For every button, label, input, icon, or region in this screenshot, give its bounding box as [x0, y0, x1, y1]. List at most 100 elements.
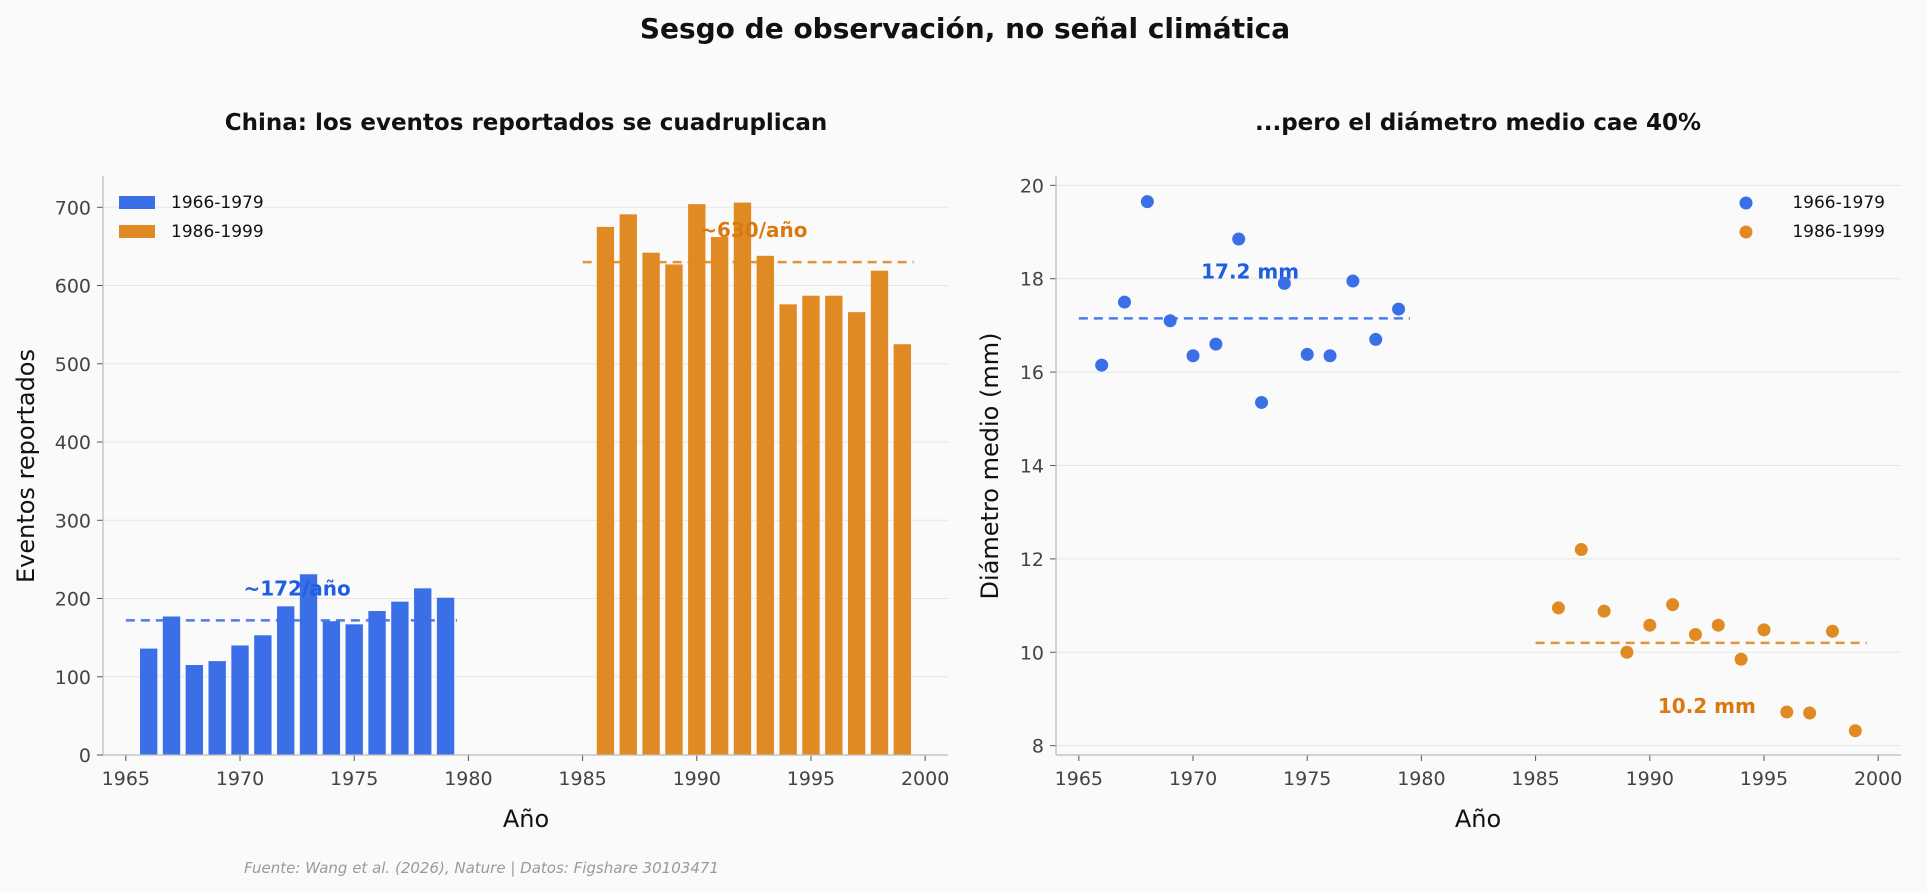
panel-right-xlabel: Año	[1455, 805, 1501, 833]
left-bar	[414, 588, 432, 755]
left-bar	[642, 252, 660, 755]
left-mean-annotation: ~630/año	[700, 218, 807, 242]
right-point	[1277, 276, 1291, 290]
right-ytick-label: 8	[1032, 736, 1044, 758]
left-bar	[322, 621, 341, 755]
right-ytick-label: 10	[1020, 642, 1044, 664]
left-bar	[162, 616, 181, 755]
left-bar	[436, 597, 455, 755]
panel-diameter-scatter-chart: ...pero el diámetro medio cae 40% Año Di…	[976, 110, 1902, 833]
left-bars	[139, 202, 912, 756]
left-legend-swatch	[119, 225, 155, 238]
left-ytick-label: 600	[55, 276, 91, 298]
right-point	[1232, 232, 1246, 246]
left-bar	[231, 645, 249, 755]
right-point	[1666, 598, 1680, 612]
right-legend-label: 1966-1979	[1792, 193, 1885, 213]
left-gridlines	[103, 206, 948, 756]
right-ytick-label: 20	[1020, 175, 1044, 197]
left-bar	[139, 648, 158, 755]
left-bar	[756, 255, 774, 755]
right-point	[1369, 332, 1383, 346]
right-point	[1848, 724, 1862, 738]
right-point	[1711, 618, 1725, 632]
right-ytick-label: 16	[1020, 362, 1044, 384]
left-bar	[596, 226, 615, 756]
left-axes: 0 100 200 300 400 500 600 700 1965 1970 1975 1980 19…	[55, 176, 949, 790]
left-bar	[208, 661, 226, 755]
left-bar	[893, 344, 912, 755]
right-xtick-label: 1970	[1169, 768, 1217, 790]
left-bar	[185, 665, 204, 755]
left-xtick-label: 1990	[673, 768, 721, 790]
panel-left-xlabel: Año	[503, 805, 549, 833]
right-xtick-label: 2000	[1854, 768, 1902, 790]
left-bar	[870, 270, 889, 755]
left-bar	[665, 264, 683, 755]
left-bar	[847, 312, 866, 755]
right-point	[1620, 645, 1634, 659]
left-legend-label: 1966-1979	[171, 193, 264, 213]
right-point	[1803, 706, 1817, 720]
left-xtick-label: 2000	[901, 768, 949, 790]
right-point	[1574, 543, 1588, 557]
left-mean-lines: ~172/año ~630/año	[125, 218, 914, 622]
right-point	[1300, 347, 1314, 361]
right-point	[1346, 274, 1360, 288]
left-ytick-label: 300	[55, 510, 91, 532]
right-xtick-label: 1995	[1740, 768, 1788, 790]
right-xtick-label: 1975	[1283, 768, 1331, 790]
panel-events-bar-chart: China: los eventos reportados se cuadrup…	[12, 110, 949, 833]
right-mean-annotation: 10.2 mm	[1658, 694, 1756, 718]
right-point	[1688, 628, 1702, 642]
right-point	[1255, 395, 1269, 409]
left-ytick-label: 200	[55, 589, 91, 611]
left-legend-label: 1986-1999	[171, 222, 264, 242]
right-point	[1757, 623, 1771, 637]
left-bar	[299, 574, 318, 755]
right-point	[1780, 705, 1794, 719]
right-point	[1551, 601, 1565, 615]
left-ytick-label: 0	[79, 745, 91, 767]
left-bar	[779, 304, 797, 755]
right-point	[1118, 295, 1132, 309]
panel-left-title: China: los eventos reportados se cuadrup…	[225, 110, 827, 136]
left-bar	[368, 611, 386, 755]
right-point	[1597, 604, 1611, 618]
left-xtick-label: 1965	[102, 768, 150, 790]
right-point	[1140, 195, 1154, 209]
right-point	[1323, 349, 1337, 363]
right-xtick-label: 1985	[1511, 768, 1559, 790]
figure-suptitle: Sesgo de observación, no señal climática	[640, 12, 1290, 45]
right-point	[1392, 302, 1406, 316]
left-mean-annotation: ~172/año	[243, 576, 350, 600]
right-legend: 1966-1979 1986-1999	[1739, 193, 1885, 242]
right-axes: 8 10 12 14 16 18 20 1965 1970 1975 1980 1985 1990 199…	[1020, 175, 1903, 790]
right-point	[1163, 314, 1177, 328]
right-point	[1825, 624, 1839, 638]
left-xtick-label: 1980	[444, 768, 492, 790]
left-bar	[802, 295, 820, 755]
left-bar	[710, 237, 729, 755]
left-xtick-label: 1970	[216, 768, 264, 790]
panel-left-ylabel: Eventos reportados	[12, 349, 40, 583]
right-xtick-label: 1980	[1397, 768, 1445, 790]
left-xtick-label: 1985	[558, 768, 606, 790]
right-ytick-label: 18	[1020, 269, 1044, 291]
left-bar	[688, 204, 706, 755]
left-ytick-label: 400	[55, 432, 91, 454]
right-ytick-label: 14	[1020, 456, 1044, 478]
right-point	[1209, 337, 1223, 351]
panel-right-ylabel: Diámetro medio (mm)	[976, 333, 1004, 600]
left-bar	[345, 624, 363, 755]
right-xtick-label: 1965	[1055, 768, 1103, 790]
left-bar	[619, 214, 637, 756]
right-legend-swatch	[1739, 225, 1753, 239]
left-ytick-label: 500	[55, 354, 91, 376]
left-bar	[391, 601, 409, 755]
right-gridlines	[1056, 184, 1901, 747]
source-footer: Fuente: Wang et al. (2026), Nature | Dat…	[244, 859, 719, 877]
left-ytick-label: 100	[55, 667, 91, 689]
right-points	[1095, 195, 1862, 738]
panel-right-title: ...pero el diámetro medio cae 40%	[1255, 110, 1701, 136]
